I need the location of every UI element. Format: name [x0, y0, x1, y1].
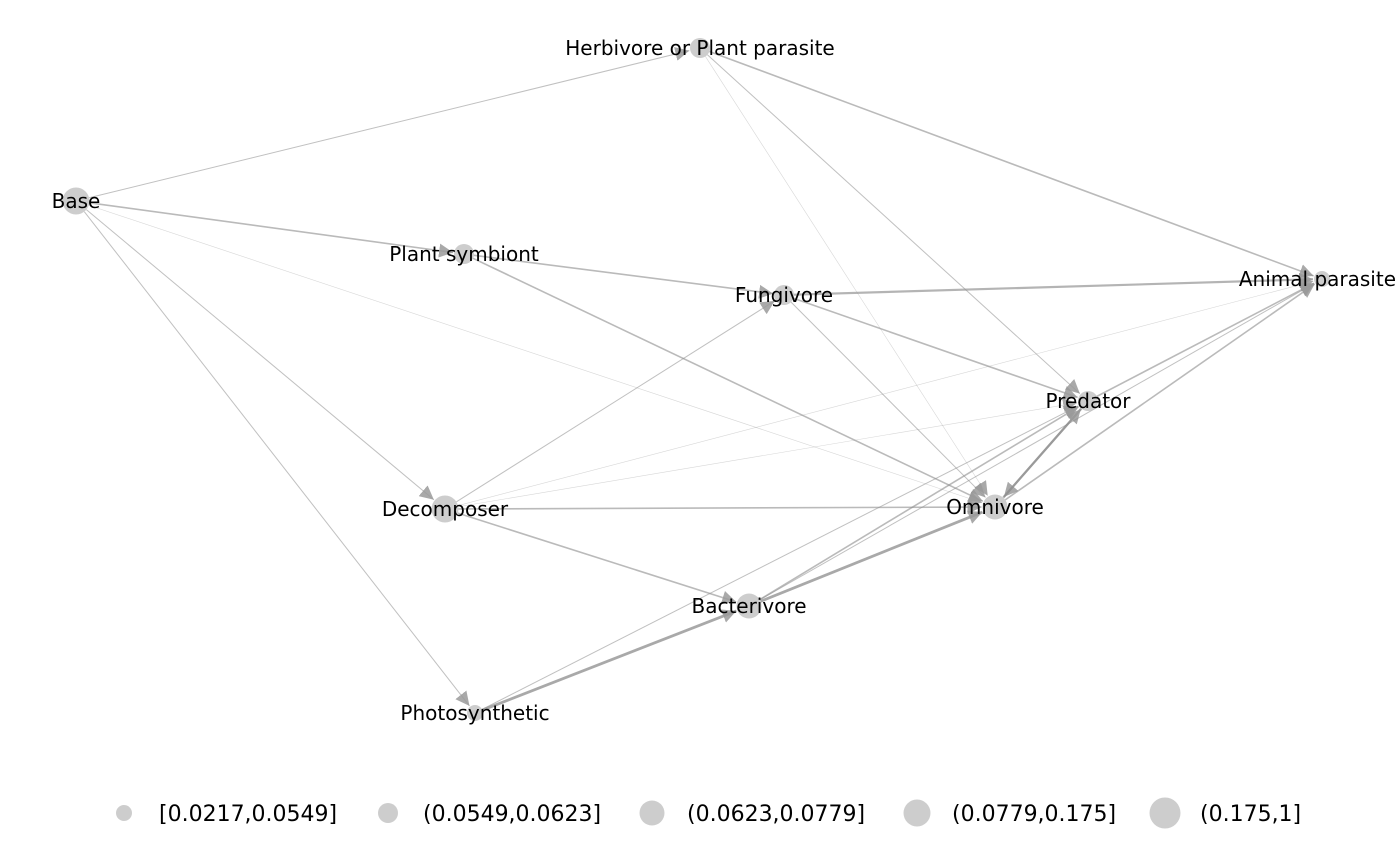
edge-base-to-photosynthetic: [83, 211, 470, 707]
edge-predator-to-animal_parasite: [1096, 282, 1315, 398]
legend-swatch-4: [1149, 797, 1181, 829]
node-layer: Base Herbivore or Plant parasite Plant sym…: [52, 36, 1396, 725]
node-bacterivore: Bacterivore: [691, 593, 807, 619]
edge-photosynthetic-to-predator: [481, 405, 1079, 710]
node-circle-predator: [1078, 391, 1098, 411]
legend-item-2: (0.0623,0.0779]: [639, 800, 865, 827]
edge-omnivore-to-animal_parasite: [1004, 283, 1316, 501]
edge-base-to-decomposer: [86, 209, 435, 501]
legend-item-3: (0.0779,0.175]: [903, 799, 1116, 827]
edge-herbivore-to-animal_parasite: [709, 50, 1314, 278]
legend-item-0: [0.0217,0.0549]: [116, 802, 337, 827]
node-circle-omnivore: [982, 494, 1008, 520]
node-circle-fungivore: [774, 285, 794, 305]
edge-decomposer-to-omnivore: [458, 500, 982, 515]
node-circle-bacterivore: [736, 593, 762, 619]
legend-label-4: (0.175,1]: [1200, 802, 1301, 827]
node-predator: Predator: [1045, 389, 1131, 413]
node-animal_parasite: Animal parasite: [1239, 267, 1396, 291]
node-label-animal_parasite: Animal parasite: [1239, 267, 1396, 291]
node-label-herbivore: Herbivore or Plant parasite: [565, 36, 834, 60]
edge-herbivore-to-omnivore: [705, 56, 988, 496]
node-label-base: Base: [52, 189, 101, 213]
node-circle-animal_parasite: [1314, 271, 1330, 287]
node-label-bacterivore: Bacterivore: [691, 594, 806, 618]
legend: [0.0217,0.0549] (0.0549,0.0623] (0.0623,0.…: [116, 797, 1301, 829]
edge-fungivore-to-predator: [793, 297, 1078, 400]
node-label-photosynthetic: Photosynthetic: [400, 701, 549, 725]
edge-base-to-omnivore: [88, 204, 983, 505]
edge-decomposer-to-animal_parasite: [457, 278, 1314, 506]
node-circle-plant_symbiont: [454, 244, 474, 264]
edge-fungivore-to-animal_parasite: [793, 272, 1314, 296]
node-label-predator: Predator: [1045, 389, 1131, 413]
node-label-plant_symbiont: Plant symbiont: [389, 242, 539, 266]
edge-bacterivore-to-predator: [759, 406, 1080, 601]
node-decomposer: Decomposer: [382, 495, 509, 523]
legend-label-3: (0.0779,0.175]: [952, 802, 1116, 827]
node-circle-decomposer: [431, 495, 459, 523]
legend-label-1: (0.0549,0.0623]: [423, 802, 601, 827]
edge-base-to-herbivore: [88, 47, 690, 199]
legend-item-4: (0.175,1]: [1149, 797, 1301, 829]
node-label-fungivore: Fungivore: [735, 283, 833, 307]
edge-plant_symbiont-to-omnivore: [472, 257, 984, 502]
node-base: Base: [52, 187, 101, 215]
legend-swatch-2: [639, 800, 665, 826]
node-circle-photosynthetic: [467, 705, 483, 721]
legend-swatch-3: [903, 799, 931, 827]
legend-swatch-0: [116, 805, 132, 821]
legend-label-0: [0.0217,0.0549]: [159, 802, 337, 827]
node-photosynthetic: Photosynthetic: [400, 701, 549, 725]
node-plant_symbiont: Plant symbiont: [389, 242, 539, 266]
node-circle-base: [62, 187, 90, 215]
node-label-omnivore: Omnivore: [946, 495, 1044, 519]
edge-decomposer-to-fungivore: [456, 300, 775, 503]
edge-photosynthetic-to-bacterivore: [481, 609, 737, 712]
edge-herbivore-to-predator: [707, 54, 1081, 394]
edge-omnivore-to-predator: [1002, 408, 1082, 499]
legend-swatch-1: [378, 803, 398, 823]
legend-item-1: (0.0549,0.0623]: [378, 802, 601, 827]
edge-base-to-plant_symbiont: [89, 202, 454, 258]
node-label-decomposer: Decomposer: [382, 497, 509, 521]
edge-plant_symbiont-to-fungivore: [473, 254, 774, 299]
node-circle-herbivore: [690, 38, 710, 58]
legend-label-2: (0.0623,0.0779]: [687, 802, 865, 827]
edge-bacterivore-to-omnivore: [760, 510, 983, 603]
edge-fungivore-to-omnivore: [790, 301, 986, 498]
edge-layer: [83, 47, 1316, 712]
edge-decomposer-to-bacterivore: [457, 512, 737, 605]
edge-bacterivore-to-animal_parasite: [759, 283, 1315, 601]
node-fungivore: Fungivore: [735, 283, 833, 307]
node-herbivore: Herbivore or Plant parasite: [565, 36, 834, 60]
node-omnivore: Omnivore: [946, 494, 1044, 520]
edge-decomposer-to-predator: [458, 398, 1078, 508]
